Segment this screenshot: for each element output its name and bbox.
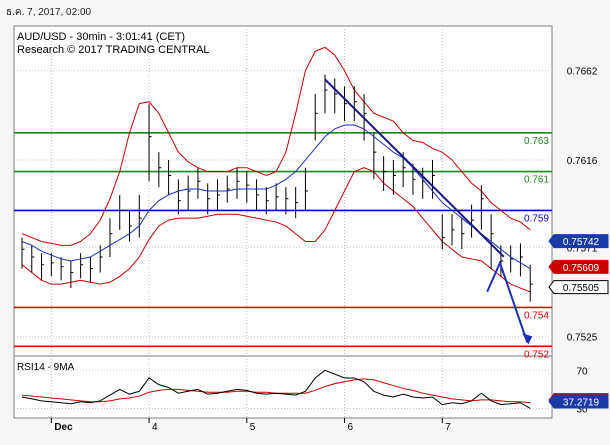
bearish-trendline — [324, 78, 505, 258]
level-label: 0.752 — [524, 349, 549, 360]
rsi-tick-label: 70 — [576, 366, 588, 377]
rsi-lines — [21, 369, 531, 409]
x-tick-label: Dec — [54, 422, 73, 433]
chart-title: AUD/USD - 30min - 3:01:41 (CET) — [17, 31, 185, 43]
price-tick-label: 0.7571 — [567, 243, 598, 254]
rsi-panel — [13, 355, 553, 419]
bollinger-bands — [21, 46, 531, 293]
price-tick-label: 0.7525 — [567, 333, 598, 344]
level-label: 0.754 — [524, 310, 549, 321]
price-bars — [21, 74, 533, 302]
bollinger-lower — [21, 167, 531, 293]
price-badge-box — [548, 280, 609, 295]
rsi-line — [21, 369, 531, 409]
price-badge-box — [548, 259, 609, 274]
price-tick-label: 0.7662 — [567, 67, 598, 78]
rsi-badge-box — [548, 394, 609, 409]
price-panel — [13, 25, 553, 357]
y-axis-labels: 0.7662 0.7616 0.7571 0.7525 70 30 — [567, 67, 598, 416]
rsi-badge-text: 37.2719 — [563, 398, 600, 409]
moving-average — [21, 124, 531, 270]
price-badge-box — [548, 234, 609, 249]
level-label: 0.761 — [524, 175, 549, 186]
price-badge-text: 0.75742 — [563, 237, 600, 248]
price-badge-text: 0.75505 — [563, 283, 600, 294]
rsi-title: RSI14 - 9MA — [17, 362, 75, 373]
date-stamp: ธ.ค. 7, 2017, 02:00 — [6, 7, 92, 18]
x-tick-label: 7 — [445, 422, 451, 433]
bollinger-upper — [21, 46, 531, 246]
x-tick-label: 6 — [348, 422, 354, 433]
moving-average-line — [21, 124, 531, 270]
x-tick-label: 4 — [152, 422, 158, 433]
x-tick-label: 5 — [250, 422, 256, 433]
trendline — [324, 78, 533, 345]
rsi-tick-label: 30 — [576, 404, 588, 415]
x-axis-labels: Dec 4 5 6 7 — [50, 418, 451, 433]
chart-subtitle: Research © 2017 TRADING CENTRAL — [17, 44, 210, 56]
forecast-arrow-line — [486, 260, 529, 343]
date-bar: ธ.ค. 7, 2017, 02:00 — [0, 0, 610, 22]
forecast-arrow-head — [522, 333, 533, 345]
level-label: 0.763 — [524, 136, 549, 147]
price-tick-label: 0.7616 — [567, 156, 598, 167]
level-label: 0.759 — [524, 213, 549, 224]
price-badge-text: 0.75609 — [563, 263, 600, 274]
